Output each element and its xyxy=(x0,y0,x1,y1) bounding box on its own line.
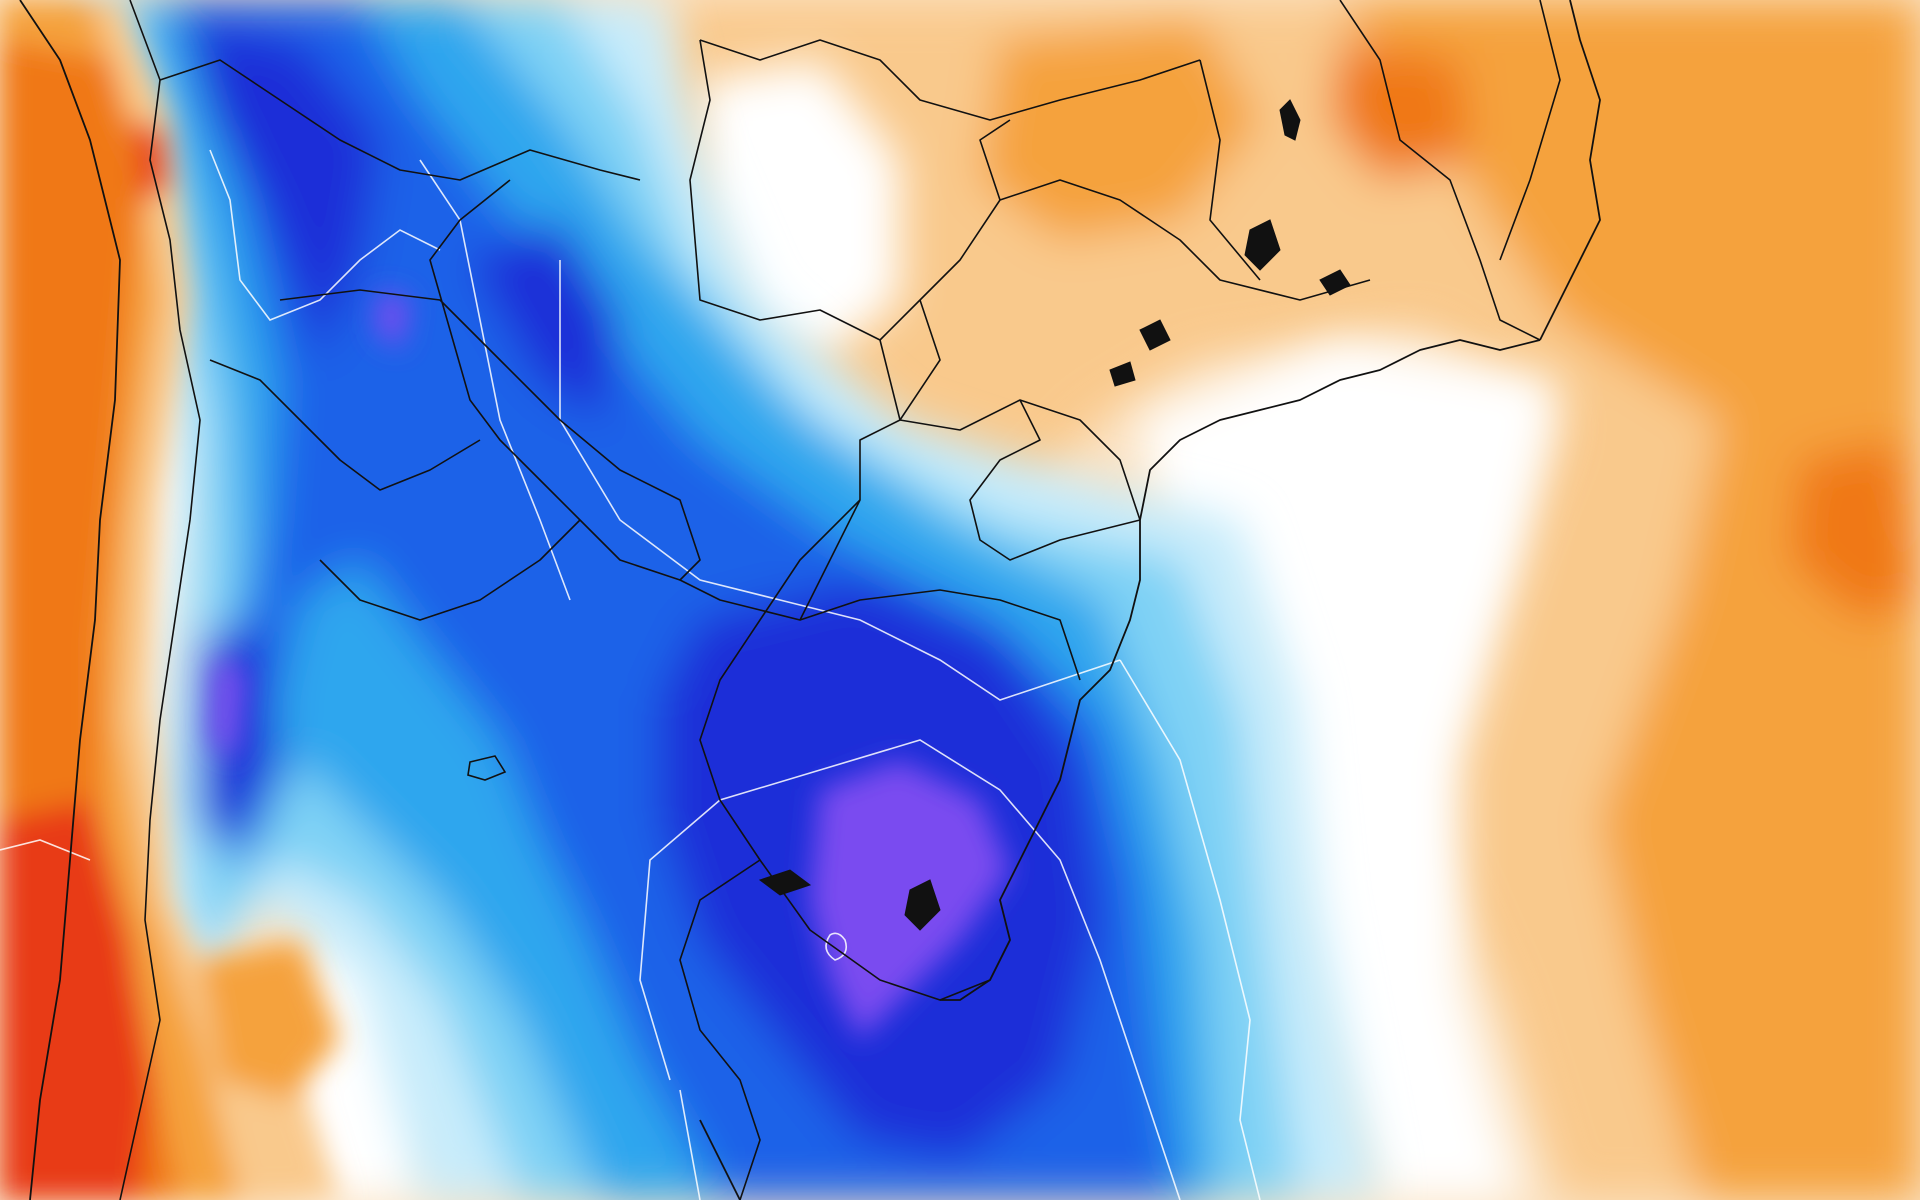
lakes xyxy=(467,99,1351,931)
atlantic-coastline xyxy=(699,0,1601,1200)
country-state-borders xyxy=(19,0,1561,1200)
anomaly-field-warm-west xyxy=(0,0,340,1200)
anomaly-field-warm-east xyxy=(660,0,1920,1200)
anomaly-contours xyxy=(0,149,1261,1200)
